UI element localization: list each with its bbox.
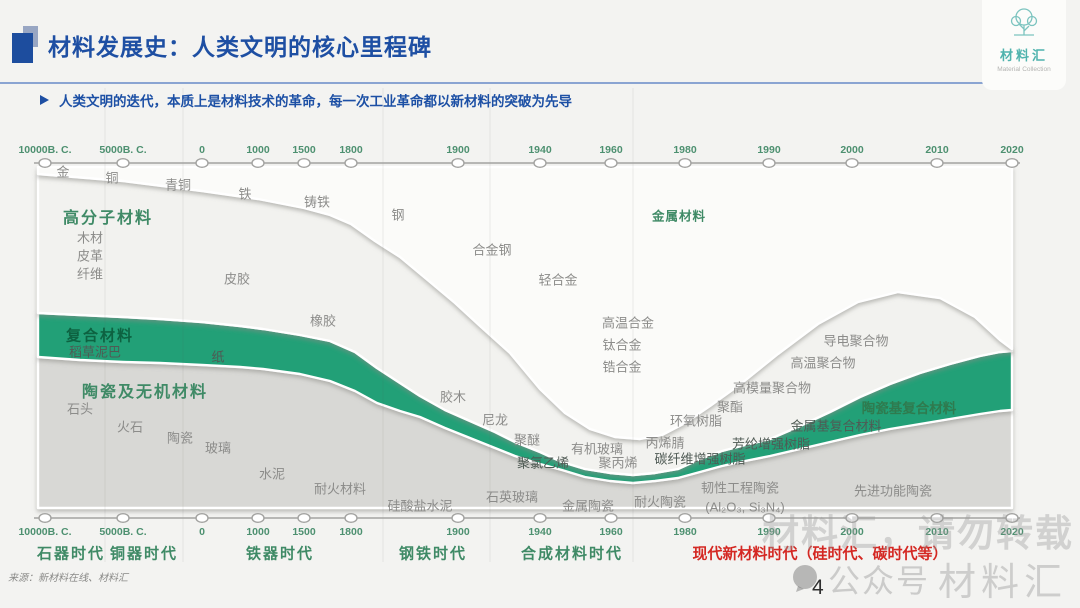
axis-tick-marker xyxy=(38,513,52,524)
axis-tick-marker xyxy=(195,513,209,524)
axis-tick-marker xyxy=(451,157,465,168)
axis-tick-marker xyxy=(845,157,859,168)
axis-tick-marker xyxy=(845,513,859,524)
axis-tick-marker xyxy=(1005,513,1019,524)
source-note: 来源：新材料在线、材料汇 xyxy=(8,573,128,584)
watermark-account-name: 材料汇 xyxy=(938,562,1068,604)
axis-tick-marker xyxy=(604,513,618,524)
axis-tick-marker xyxy=(116,513,130,524)
subtitle-text: 人类文明的迭代，本质上是材料技术的革命，每一次工业革命都以新材料的突破为先导 xyxy=(59,94,572,109)
speech-bubble-icon xyxy=(793,564,817,592)
watermark-no-repost: 材料汇，请勿转载 xyxy=(762,513,1074,554)
band-metals xyxy=(36,165,1014,441)
tree-icon xyxy=(1010,8,1038,36)
axis-tick-marker xyxy=(297,513,311,524)
logo-name: 材料汇 xyxy=(999,48,1048,63)
watermark-account-prefix: 公众号 xyxy=(828,562,931,599)
axis-tick-marker xyxy=(533,157,547,168)
axis-tick-marker xyxy=(344,513,358,524)
axis-tick-marker xyxy=(678,513,692,524)
axis-tick-marker xyxy=(762,157,776,168)
page-number: 4 xyxy=(812,576,824,599)
arrow-bullet-icon xyxy=(40,95,49,105)
axis-tick-marker xyxy=(762,513,776,524)
axis-tick-marker xyxy=(251,513,265,524)
header-divider xyxy=(0,82,997,84)
axis-tick-marker xyxy=(1005,157,1019,168)
axis-tick-marker xyxy=(251,157,265,168)
axis-tick-marker xyxy=(451,513,465,524)
axis-tick-marker xyxy=(533,513,547,524)
logo-subtitle: Material Collection xyxy=(997,66,1051,73)
axis-tick-marker xyxy=(930,157,944,168)
axis-tick-marker xyxy=(38,157,52,168)
axis-tick-marker xyxy=(604,157,618,168)
axis-tick-marker xyxy=(344,157,358,168)
axis-tick-marker xyxy=(678,157,692,168)
axis-tick-marker xyxy=(116,157,130,168)
axis-tick-marker xyxy=(930,513,944,524)
title-decoration-square-dark xyxy=(12,33,33,63)
page-title: 材料发展史：人类文明的核心里程碑 xyxy=(48,34,432,60)
watermark-account: 公众号 材料汇 xyxy=(790,551,1067,606)
logo: 材料汇 Material Collection xyxy=(982,0,1066,90)
subtitle-row: 人类文明的迭代，本质上是材料技术的革命，每一次工业革命都以新材料的突破为先导 xyxy=(40,90,572,110)
axis-tick-marker xyxy=(195,157,209,168)
axis-tick-marker xyxy=(297,157,311,168)
